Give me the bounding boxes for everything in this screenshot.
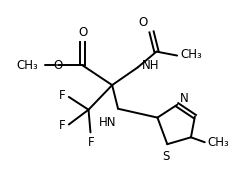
Text: O: O <box>78 26 87 39</box>
Text: N: N <box>180 92 189 105</box>
Text: F: F <box>59 89 66 102</box>
Text: CH₃: CH₃ <box>180 48 202 61</box>
Text: O: O <box>53 59 63 72</box>
Text: CH₃: CH₃ <box>17 59 38 72</box>
Text: CH₃: CH₃ <box>208 136 229 149</box>
Text: F: F <box>88 136 95 149</box>
Text: HN: HN <box>99 116 116 129</box>
Text: NH: NH <box>142 59 159 72</box>
Text: F: F <box>59 119 66 132</box>
Text: O: O <box>138 16 148 29</box>
Text: S: S <box>163 150 170 163</box>
